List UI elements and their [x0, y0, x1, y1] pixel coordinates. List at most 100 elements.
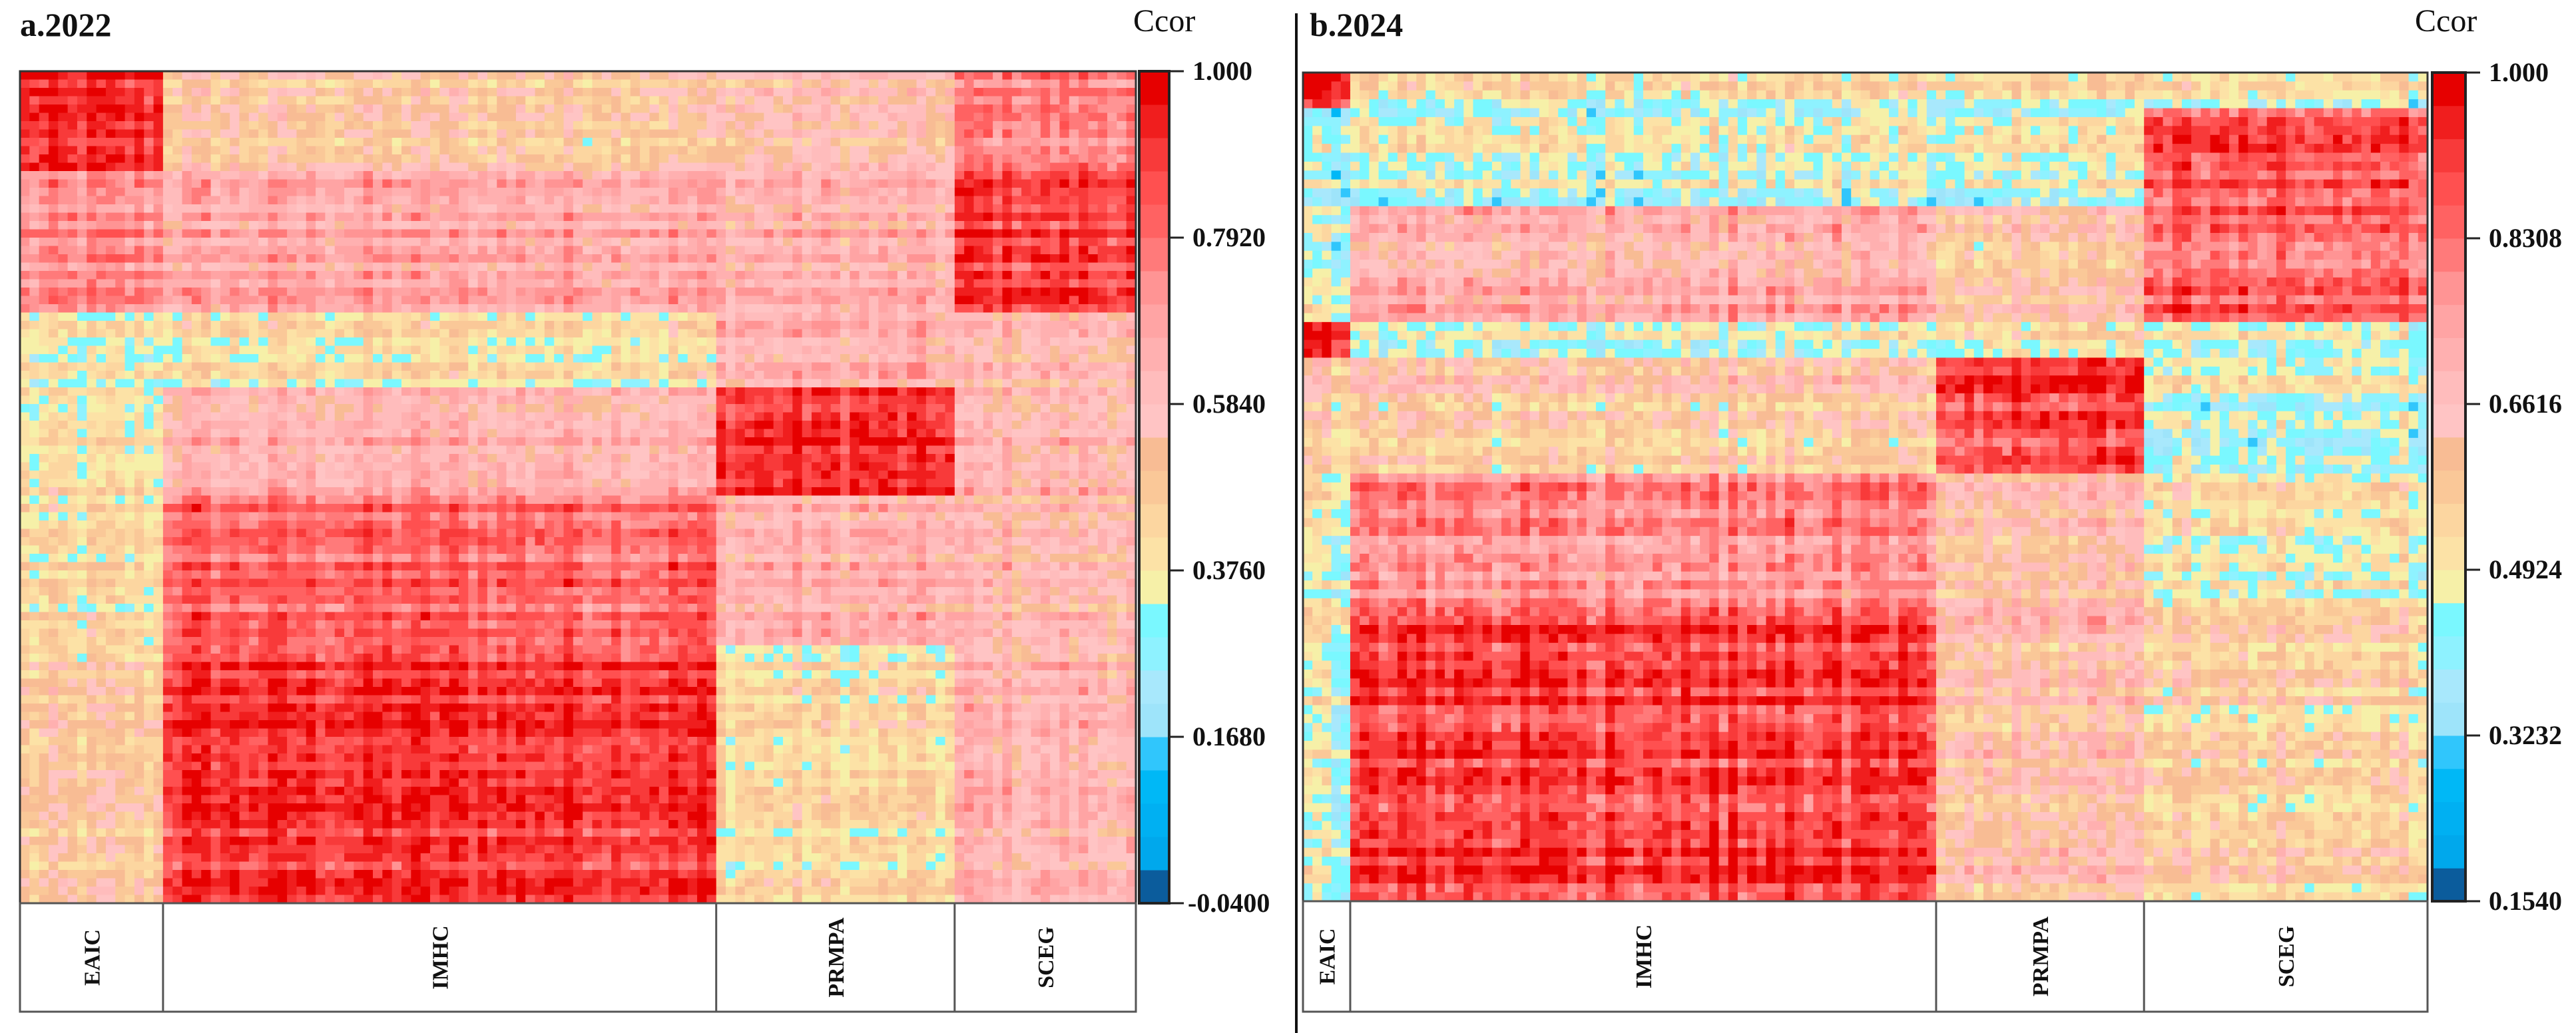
heatmap-cell: [973, 371, 984, 380]
heatmap-cell: [859, 79, 870, 89]
heatmap-cell: [811, 387, 822, 397]
heatmap-cell: [220, 354, 230, 363]
heatmap-cell: [277, 345, 288, 355]
heatmap-cell: [506, 221, 517, 230]
heatmap-cell: [411, 379, 421, 388]
heatmap-cell: [888, 121, 898, 130]
heatmap-cell: [993, 196, 1003, 205]
heatmap-cell: [811, 412, 822, 421]
heatmap-cell: [1031, 96, 1041, 105]
heatmap-cell: [58, 238, 69, 247]
heatmap-cell: [1059, 246, 1070, 255]
heatmap-cell: [1126, 345, 1137, 355]
heatmap-cell: [248, 254, 259, 264]
heatmap-cell: [754, 104, 764, 114]
heatmap-cell: [907, 296, 917, 305]
heatmap-cell: [907, 329, 917, 338]
heatmap-cell: [954, 179, 965, 188]
heatmap-cell: [363, 271, 374, 280]
heatmap-cell: [363, 337, 374, 347]
heatmap-cell: [821, 121, 832, 130]
heatmap-cell: [1107, 212, 1117, 222]
heatmap-cell: [48, 121, 59, 130]
heatmap-cell: [840, 271, 850, 280]
heatmap-cell: [334, 262, 345, 272]
heatmap-cell: [210, 162, 221, 172]
heatmap-cell: [306, 271, 316, 280]
heatmap-cell: [754, 271, 764, 280]
heatmap-cell: [830, 138, 841, 147]
heatmap-cell: [726, 395, 736, 405]
heatmap-cell: [420, 71, 431, 81]
heatmap-cell: [344, 88, 354, 97]
heatmap-cell: [1107, 304, 1117, 313]
heatmap-cell: [792, 279, 803, 288]
heatmap-cell: [735, 71, 746, 81]
heatmap-cell: [258, 337, 269, 347]
heatmap-cell: [1059, 321, 1070, 330]
heatmap-cell: [29, 179, 40, 188]
heatmap-cell: [105, 288, 116, 297]
heatmap-cell: [630, 112, 641, 122]
heatmap-cell: [220, 212, 230, 222]
heatmap-cell: [411, 387, 421, 397]
heatmap-cell: [162, 421, 173, 430]
heatmap-cell: [678, 71, 688, 81]
heatmap-cell: [754, 154, 764, 164]
heatmap-cell: [382, 129, 393, 138]
heatmap-cell: [1059, 312, 1070, 321]
heatmap-cell: [601, 345, 612, 355]
heatmap-cell: [573, 88, 583, 97]
heatmap-cell: [1097, 79, 1108, 89]
heatmap-cell: [373, 96, 383, 105]
heatmap-cell: [58, 412, 69, 421]
heatmap-cell: [716, 138, 726, 147]
heatmap-cell: [1079, 188, 1089, 197]
heatmap-cell: [201, 279, 212, 288]
heatmap-cell: [506, 162, 517, 172]
heatmap-cell: [964, 371, 975, 380]
heatmap-cell: [391, 171, 402, 180]
heatmap-cell: [1011, 96, 1022, 105]
heatmap-cell: [1117, 371, 1127, 380]
heatmap-cell: [515, 188, 526, 197]
heatmap-cell: [401, 279, 411, 288]
heatmap-cell: [172, 279, 183, 288]
heatmap-cell: [429, 188, 440, 197]
heatmap-cell: [210, 188, 221, 197]
heatmap-cell: [296, 96, 307, 105]
heatmap-cell: [1050, 188, 1060, 197]
heatmap-cell: [497, 121, 507, 130]
heatmap-cell: [1107, 162, 1117, 172]
heatmap-cell: [29, 246, 40, 255]
heatmap-cell: [811, 362, 822, 371]
heatmap-cell: [363, 138, 374, 147]
heatmap-cell: [411, 129, 421, 138]
heatmap-cell: [1050, 138, 1060, 147]
heatmap-cell: [592, 262, 603, 272]
heatmap-cell: [382, 121, 393, 130]
heatmap-cell: [268, 188, 278, 197]
heatmap-cell: [821, 88, 832, 97]
heatmap-cell: [39, 188, 49, 197]
heatmap-cell: [830, 387, 841, 397]
heatmap-cell: [1097, 262, 1108, 272]
heatmap-cell: [20, 321, 30, 330]
heatmap-cell: [458, 229, 469, 238]
heatmap-cell: [611, 79, 622, 89]
heatmap-cell: [1059, 79, 1070, 89]
heatmap-cell: [325, 421, 336, 430]
heatmap-cell: [477, 104, 488, 114]
heatmap-cell: [316, 204, 326, 214]
heatmap-cell: [125, 196, 135, 205]
heatmap-cell: [859, 238, 870, 247]
heatmap-cell: [821, 188, 832, 197]
heatmap-cell: [954, 104, 965, 114]
heatmap-cell: [201, 196, 212, 205]
heatmap-cell: [48, 404, 59, 413]
heatmap-cell: [363, 229, 374, 238]
heatmap-cell: [134, 179, 144, 188]
heatmap-cell: [868, 96, 879, 105]
heatmap-cell: [821, 379, 832, 388]
heatmap-cell: [782, 395, 793, 405]
